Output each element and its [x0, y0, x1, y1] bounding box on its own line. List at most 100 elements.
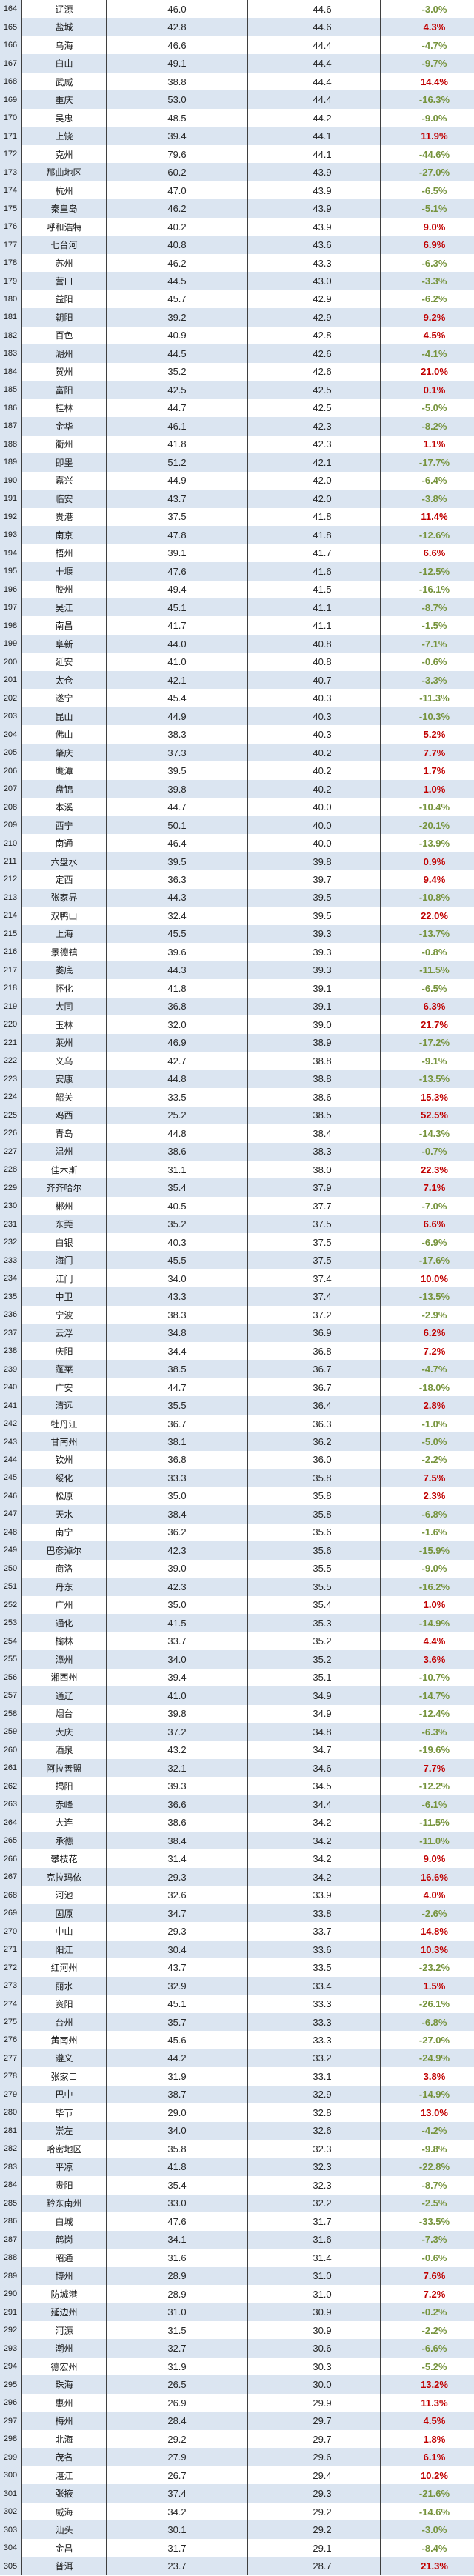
- city-name-cell[interactable]: 梧州: [22, 544, 107, 563]
- value1-cell[interactable]: 39.2: [107, 308, 248, 327]
- pct-change-cell[interactable]: 1.0%: [423, 1599, 446, 1611]
- pct-change-cell[interactable]: 0.1%: [381, 381, 474, 399]
- pct-change-cell[interactable]: -2.2%: [421, 1454, 447, 1466]
- pct-change-cell[interactable]: -10.7%: [418, 1672, 450, 1684]
- pct-change-cell[interactable]: -5.2%: [421, 2360, 447, 2372]
- value2-cell[interactable]: 29.6: [248, 2448, 381, 2466]
- pct-change-cell[interactable]: 13.0%: [421, 2106, 448, 2118]
- city-name-cell[interactable]: 酒泉: [22, 1741, 107, 1759]
- rank-cell[interactable]: 244: [0, 1450, 22, 1469]
- value1-cell[interactable]: 46.9: [107, 1033, 248, 1052]
- value1-cell[interactable]: 31.9: [107, 2357, 248, 2376]
- pct-change-cell[interactable]: 1.1%: [423, 438, 446, 450]
- city-name-cell[interactable]: 克拉玛依: [22, 1867, 107, 1886]
- pct-change-cell[interactable]: -9.0%: [421, 112, 447, 124]
- rank-cell[interactable]: 210: [0, 834, 22, 852]
- pct-change-cell[interactable]: -27.0%: [381, 163, 474, 181]
- rank-cell[interactable]: 225: [0, 1106, 22, 1125]
- value2-cell[interactable]: 35.3: [248, 1614, 381, 1632]
- pct-change-cell[interactable]: 9.0%: [423, 221, 446, 233]
- value2-cell[interactable]: 35.6: [248, 1523, 381, 1542]
- pct-change-cell[interactable]: -6.6%: [381, 2339, 474, 2358]
- value1-cell[interactable]: 34.2: [107, 2502, 248, 2521]
- city-name-cell[interactable]: 北海: [22, 2429, 107, 2449]
- rank-cell[interactable]: 184: [0, 362, 22, 381]
- value2-cell[interactable]: 34.2: [248, 1867, 381, 1886]
- value2-cell[interactable]: 41.1: [248, 616, 381, 635]
- rank-cell[interactable]: 238: [0, 1341, 22, 1361]
- rank-cell[interactable]: 295: [0, 2375, 22, 2394]
- rank-cell[interactable]: 303: [0, 2520, 22, 2539]
- pct-change-cell[interactable]: -3.0%: [381, 2520, 474, 2539]
- pct-change-cell[interactable]: -12.4%: [418, 1708, 450, 1720]
- city-name-cell[interactable]: 广州: [22, 1595, 107, 1615]
- pct-change-cell[interactable]: 6.3%: [381, 997, 474, 1016]
- value1-cell[interactable]: 41.8: [107, 979, 248, 998]
- city-name-cell[interactable]: 营口: [22, 272, 107, 290]
- pct-change-cell[interactable]: 15.3%: [421, 1091, 448, 1103]
- rank-cell[interactable]: 189: [0, 453, 22, 472]
- pct-change-cell[interactable]: 6.6%: [381, 1215, 474, 1233]
- value2-cell[interactable]: 35.5: [248, 1559, 381, 1578]
- pct-change-cell[interactable]: 1.5%: [381, 1976, 474, 1995]
- pct-change-cell[interactable]: -13.9%: [418, 838, 450, 850]
- pct-change-cell[interactable]: -8.7%: [421, 2179, 447, 2191]
- value2-cell[interactable]: 39.1: [248, 997, 381, 1016]
- city-name-cell[interactable]: 丹东: [22, 1578, 107, 1596]
- value2-cell[interactable]: 39.3: [248, 924, 381, 944]
- rank-cell[interactable]: 172: [0, 144, 22, 164]
- value1-cell[interactable]: 28.9: [107, 2266, 248, 2286]
- rank-cell[interactable]: 179: [0, 272, 22, 290]
- city-name-cell[interactable]: 博州: [22, 2266, 107, 2286]
- rank-cell[interactable]: 262: [0, 1777, 22, 1795]
- city-name-cell[interactable]: 甘南州: [22, 1432, 107, 1451]
- value2-cell[interactable]: 37.4: [248, 1269, 381, 1288]
- pct-change-cell[interactable]: -0.2%: [381, 2303, 474, 2321]
- value2-cell[interactable]: 30.9: [248, 2321, 381, 2340]
- pct-change-cell[interactable]: -13.7%: [381, 924, 474, 944]
- rank-cell[interactable]: 284: [0, 2176, 22, 2195]
- value2-cell[interactable]: 33.3: [248, 1995, 381, 2013]
- city-name-cell[interactable]: 河池: [22, 1886, 107, 1904]
- pct-change-cell[interactable]: 9.4%: [423, 873, 446, 885]
- value2-cell[interactable]: 33.6: [248, 1940, 381, 1959]
- rank-cell[interactable]: 267: [0, 1867, 22, 1886]
- pct-change-cell[interactable]: -8.2%: [381, 417, 474, 436]
- city-name-cell[interactable]: 平凉: [22, 2158, 107, 2177]
- value1-cell[interactable]: 31.6: [107, 2249, 248, 2267]
- rank-cell[interactable]: 236: [0, 1305, 22, 1324]
- value1-cell[interactable]: 37.3: [107, 743, 248, 762]
- rank-cell[interactable]: 203: [0, 707, 22, 726]
- pct-change-cell[interactable]: 22.0%: [421, 910, 448, 921]
- value1-cell[interactable]: 27.9: [107, 2448, 248, 2466]
- pct-change-cell[interactable]: 7.6%: [381, 2266, 474, 2286]
- value1-cell[interactable]: 29.3: [107, 1922, 248, 1941]
- value1-cell[interactable]: 44.7: [107, 798, 248, 816]
- city-name-cell[interactable]: 资阳: [22, 1995, 107, 2013]
- rank-cell[interactable]: 185: [0, 381, 22, 399]
- rank-cell[interactable]: 171: [0, 127, 22, 145]
- city-name-cell[interactable]: 辽源: [22, 0, 107, 19]
- value2-cell[interactable]: 35.8: [248, 1469, 381, 1487]
- value2-cell[interactable]: 38.8: [248, 1070, 381, 1089]
- rank-cell[interactable]: 253: [0, 1614, 22, 1632]
- rank-cell[interactable]: 293: [0, 2339, 22, 2358]
- value1-cell[interactable]: 30.1: [107, 2520, 248, 2539]
- value1-cell[interactable]: 35.2: [107, 362, 248, 381]
- rank-cell[interactable]: 286: [0, 2212, 22, 2231]
- pct-change-cell[interactable]: -11.0%: [381, 1831, 474, 1850]
- rank-cell[interactable]: 229: [0, 1178, 22, 1197]
- pct-change-cell[interactable]: -0.8%: [421, 946, 447, 958]
- value2-cell[interactable]: 41.1: [248, 598, 381, 617]
- value2-cell[interactable]: 37.5: [248, 1215, 381, 1233]
- rank-cell[interactable]: 195: [0, 562, 22, 581]
- city-name-cell[interactable]: 昭通: [22, 2249, 107, 2267]
- rank-cell[interactable]: 245: [0, 1469, 22, 1487]
- pct-change-cell[interactable]: -13.5%: [381, 1287, 474, 1306]
- rank-cell[interactable]: 279: [0, 2085, 22, 2104]
- pct-change-cell[interactable]: 7.2%: [423, 1345, 446, 1357]
- city-name-cell[interactable]: 松原: [22, 1486, 107, 1506]
- pct-change-cell[interactable]: -8.7%: [381, 598, 474, 617]
- value2-cell[interactable]: 35.6: [248, 1541, 381, 1560]
- pct-change-cell[interactable]: -3.8%: [381, 490, 474, 508]
